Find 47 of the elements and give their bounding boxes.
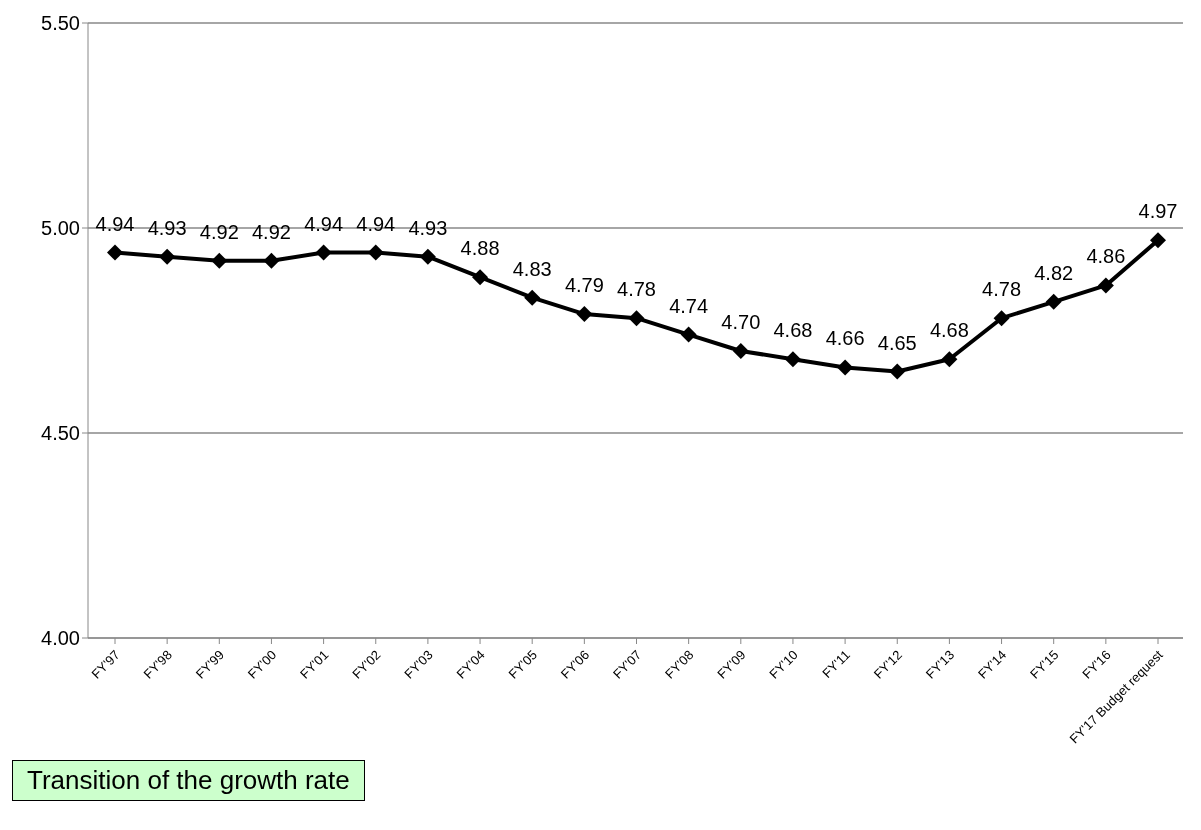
point [315,244,332,261]
data-label: 4.74 [669,294,709,317]
data-label: 4.70 [721,311,761,333]
point [159,248,176,265]
y-tick-label: 5.00 [41,217,80,240]
y-tick-label: 5.50 [41,12,80,35]
data-label: 4.68 [929,319,969,342]
data-label: 4.83 [512,257,552,280]
point [263,252,280,269]
point [993,310,1010,327]
point [367,244,384,261]
point [107,244,123,261]
data-label: 4.94 [304,212,344,235]
point [680,326,697,343]
point [732,343,749,359]
data-label: 4.66 [825,327,865,350]
point [889,363,906,380]
data-label: 4.94 [95,212,135,235]
data-label: 4.94 [356,212,396,235]
text: Transition of the growth rate [12,760,365,801]
point [211,252,228,269]
point [784,351,801,368]
data-label: 4.88 [460,237,500,260]
point [524,289,541,306]
point [941,351,958,368]
point [1150,232,1166,249]
point [837,359,854,376]
data-label: 4.86 [1086,245,1126,268]
data-label: 4.82 [1034,261,1074,284]
data-label: 4.68 [773,319,813,342]
data-label: 4.78 [617,278,656,301]
data-label: 4.97 [1138,200,1178,223]
point [628,310,645,327]
point [472,269,489,286]
data-label: 4.92 [199,220,239,243]
y-tick-label: 4.50 [41,422,80,445]
data-label: 4.92 [251,220,291,243]
data-label: 4.93 [408,216,448,239]
data-label: 4.78 [982,278,1022,301]
point [419,248,436,265]
y-tick-label: 4.00 [41,627,80,650]
point [576,306,593,323]
data-label: 4.93 [147,216,187,239]
data-label: 4.79 [564,274,604,297]
data-label: 4.65 [877,331,917,354]
point [1045,293,1062,310]
point [1097,277,1114,294]
